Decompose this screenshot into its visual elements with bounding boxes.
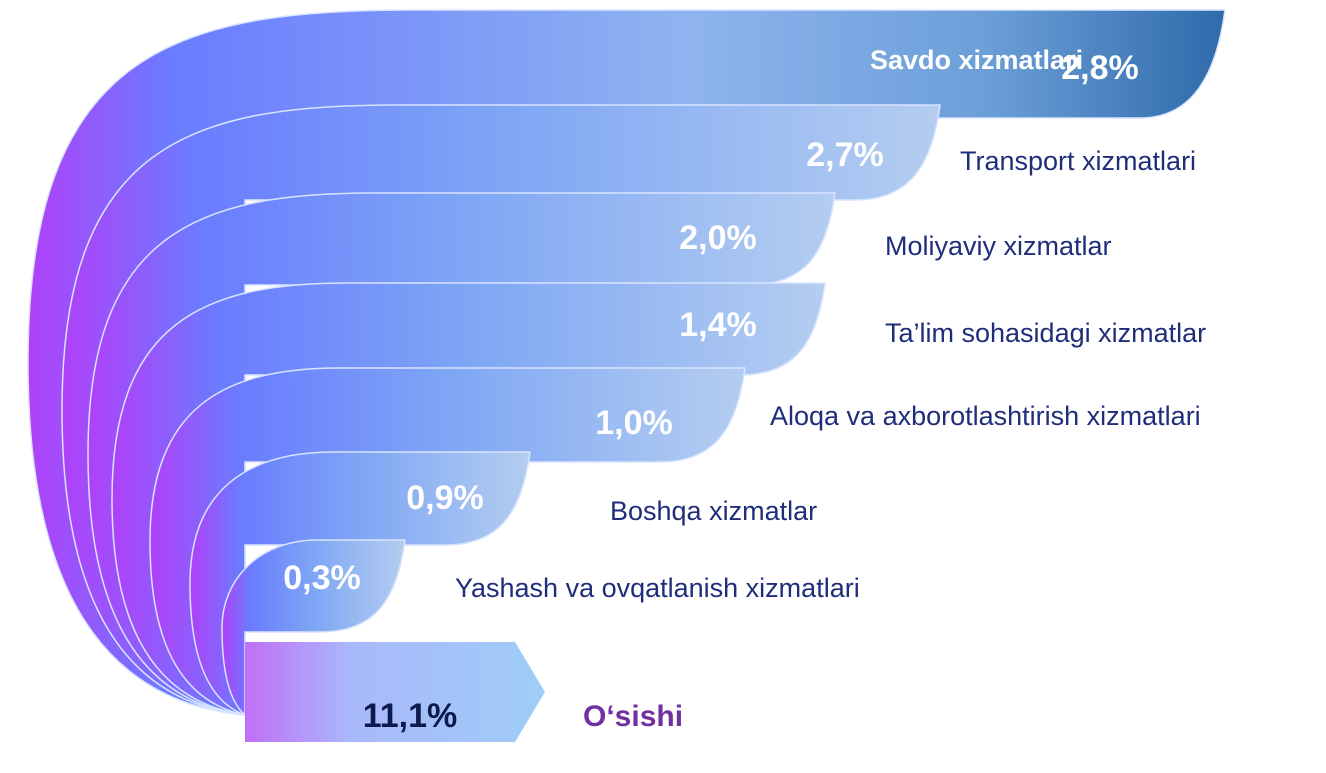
- band: [189, 451, 531, 717]
- category-label: Aloqa va axborotlashtirish xizmatlari: [770, 401, 1201, 431]
- total-label: O‘sishi: [583, 700, 683, 733]
- band: [221, 539, 406, 717]
- category-label: Ta’lim sohasidagi xizmatlar: [885, 318, 1206, 348]
- value-label: 1,0%: [595, 404, 673, 442]
- bands: [27, 9, 1226, 717]
- category-label: Savdo xizmatlari: [870, 45, 1083, 75]
- value-label: 2,7%: [806, 136, 884, 174]
- category-label: Transport xizmatlari: [960, 146, 1196, 176]
- value-label: 2,8%: [1061, 49, 1139, 87]
- value-label: 0,9%: [406, 479, 484, 517]
- total-value: 11,1%: [363, 697, 458, 735]
- total-arrow: [245, 642, 545, 742]
- category-label: Moliyaviy xizmatlar: [885, 231, 1112, 261]
- category-label: Yashash va ovqatlanish xizmatlari: [455, 573, 860, 603]
- value-label: 0,3%: [283, 559, 361, 597]
- value-label: 1,4%: [679, 306, 757, 344]
- value-label: 2,0%: [679, 219, 757, 257]
- category-label: Boshqa xizmatlar: [610, 496, 817, 526]
